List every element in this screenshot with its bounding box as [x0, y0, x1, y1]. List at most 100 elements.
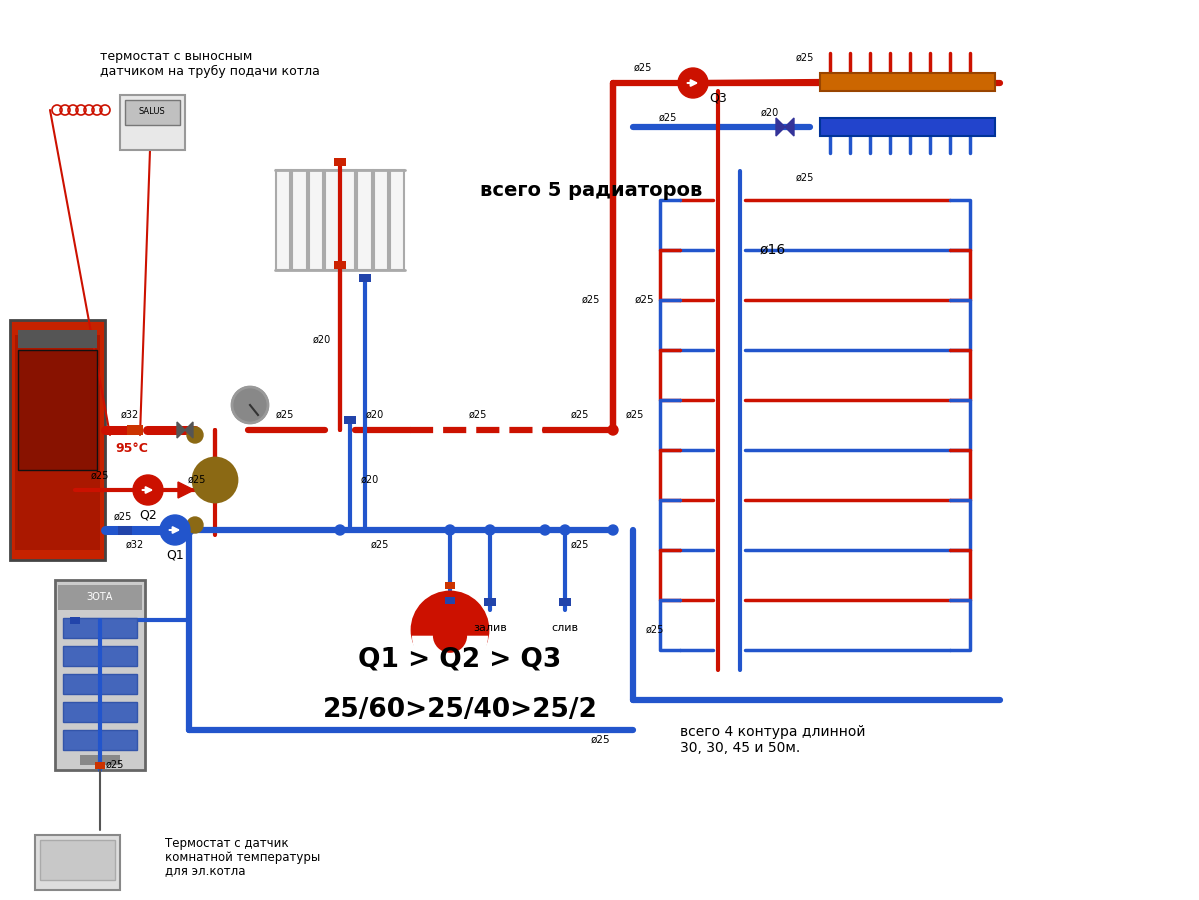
Text: ø20: ø20: [761, 108, 779, 118]
Text: Q1 > Q2 > Q3: Q1 > Q2 > Q3: [359, 647, 561, 673]
Circle shape: [335, 525, 345, 535]
Bar: [559, 598, 571, 606]
Text: ø25: ø25: [646, 625, 664, 635]
Polygon shape: [185, 422, 193, 438]
Circle shape: [445, 525, 454, 535]
Text: ø25: ø25: [635, 295, 655, 305]
Bar: [18, 350, 97, 470]
Bar: [16, 335, 100, 550]
Circle shape: [183, 525, 194, 535]
Text: SALUS: SALUS: [139, 107, 165, 116]
Text: комнатной температуры: комнатной температуры: [165, 850, 320, 863]
Bar: [58, 585, 141, 610]
Bar: [70, 616, 80, 624]
Text: всего 5 радиаторов: всего 5 радиаторов: [480, 181, 703, 200]
Bar: [344, 416, 356, 424]
Bar: [293, 170, 307, 270]
Bar: [445, 581, 454, 589]
Bar: [80, 755, 120, 765]
Text: ø25: ø25: [106, 760, 125, 770]
Text: ø20: ø20: [313, 335, 331, 345]
Text: залив: залив: [474, 623, 507, 633]
Bar: [335, 261, 347, 269]
Bar: [118, 526, 132, 535]
Bar: [325, 170, 339, 270]
Text: Q3: Q3: [709, 92, 727, 104]
Bar: [445, 597, 454, 604]
Bar: [484, 598, 496, 606]
Bar: [127, 425, 143, 435]
Text: слив: слив: [552, 623, 578, 633]
Text: ø32: ø32: [126, 540, 144, 550]
Circle shape: [608, 425, 617, 435]
Bar: [308, 170, 323, 270]
Bar: [120, 95, 185, 150]
Text: Q2: Q2: [139, 508, 157, 521]
Text: ЗОТА: ЗОТА: [86, 592, 113, 602]
Bar: [64, 674, 137, 694]
Bar: [125, 100, 180, 125]
Circle shape: [540, 525, 550, 535]
Circle shape: [412, 592, 488, 668]
Text: ø25: ø25: [591, 735, 610, 745]
Wedge shape: [412, 635, 488, 674]
Circle shape: [560, 525, 570, 535]
FancyBboxPatch shape: [10, 320, 106, 560]
Circle shape: [231, 387, 269, 423]
Circle shape: [187, 427, 203, 443]
Bar: [64, 730, 137, 750]
Circle shape: [133, 475, 163, 505]
Text: Q1: Q1: [167, 548, 183, 562]
Text: ø20: ø20: [366, 410, 384, 420]
Text: Термостат с датчик: Термостат с датчик: [165, 836, 289, 850]
Bar: [359, 274, 370, 282]
Polygon shape: [785, 118, 794, 136]
Circle shape: [608, 525, 617, 535]
Text: ø25: ø25: [370, 540, 390, 550]
Text: ø25: ø25: [582, 295, 601, 305]
Circle shape: [677, 68, 707, 98]
Text: 25/60>25/40>25/2: 25/60>25/40>25/2: [323, 697, 597, 723]
Circle shape: [159, 515, 189, 545]
Text: 95°C: 95°C: [115, 442, 147, 454]
Text: для эл.котла: для эл.котла: [165, 865, 246, 878]
Bar: [40, 840, 115, 880]
Text: ø25: ø25: [91, 471, 109, 481]
Text: ø25: ø25: [276, 410, 294, 420]
Bar: [357, 170, 372, 270]
Bar: [374, 170, 387, 270]
Bar: [820, 118, 995, 136]
Bar: [341, 170, 355, 270]
Text: ø25: ø25: [796, 173, 814, 183]
Text: ø25: ø25: [469, 410, 487, 420]
Text: термостат с выносным
датчиком на трубу подачи котла: термостат с выносным датчиком на трубу п…: [100, 50, 320, 78]
Text: ø25: ø25: [634, 63, 652, 73]
Polygon shape: [177, 422, 185, 438]
Text: ø25: ø25: [796, 53, 814, 63]
Polygon shape: [776, 118, 785, 136]
Text: ø20: ø20: [361, 475, 379, 485]
Bar: [18, 330, 97, 348]
Text: ø25: ø25: [658, 113, 677, 123]
Text: ø32: ø32: [121, 410, 139, 420]
Text: ø25: ø25: [626, 410, 644, 420]
Bar: [64, 618, 137, 638]
Text: ø25: ø25: [188, 475, 206, 485]
Text: ø25: ø25: [571, 540, 589, 550]
Circle shape: [486, 525, 495, 535]
Bar: [95, 761, 106, 769]
Bar: [64, 646, 137, 666]
Text: ø25: ø25: [114, 512, 132, 522]
Bar: [335, 158, 347, 166]
Bar: [276, 170, 290, 270]
Circle shape: [187, 517, 203, 533]
Bar: [390, 170, 404, 270]
Bar: [820, 73, 995, 91]
Circle shape: [193, 458, 237, 502]
Bar: [35, 835, 120, 890]
Text: ø16: ø16: [760, 243, 787, 257]
Text: всего 4 контура длинной
30, 30, 45 и 50м.: всего 4 контура длинной 30, 30, 45 и 50м…: [680, 724, 866, 755]
Bar: [55, 580, 145, 770]
Bar: [64, 702, 137, 722]
Text: ø25: ø25: [571, 410, 589, 420]
